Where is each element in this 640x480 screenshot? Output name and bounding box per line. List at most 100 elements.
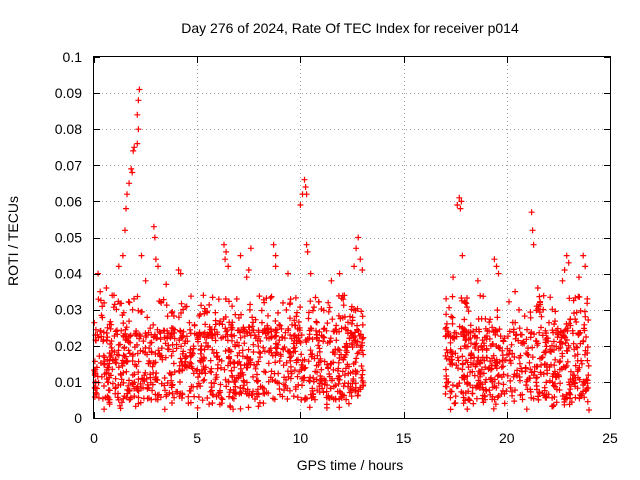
data-point — [325, 299, 332, 306]
data-point — [355, 388, 362, 395]
data-point — [461, 298, 468, 305]
data-point — [204, 395, 211, 401]
data-point — [212, 321, 219, 328]
data-point — [582, 263, 589, 270]
data-point — [151, 331, 158, 338]
data-point — [254, 371, 260, 378]
data-point — [103, 376, 110, 382]
data-point — [458, 295, 465, 301]
data-point — [143, 375, 150, 382]
data-point — [182, 363, 189, 370]
data-point — [487, 391, 494, 398]
data-point — [577, 307, 584, 314]
data-point — [538, 362, 545, 368]
data-point — [303, 395, 310, 402]
data-point — [260, 344, 267, 351]
data-point — [130, 147, 137, 154]
data-point — [576, 274, 582, 281]
data-point — [525, 352, 532, 358]
data-point — [276, 358, 283, 364]
data-point — [135, 307, 142, 314]
data-point — [478, 342, 485, 349]
data-point — [455, 357, 462, 364]
data-point — [234, 360, 241, 367]
data-point — [445, 330, 452, 336]
data-point — [305, 309, 312, 316]
data-point — [124, 390, 131, 397]
data-point — [250, 373, 256, 380]
data-point — [195, 374, 201, 381]
data-point — [162, 354, 169, 361]
data-point — [316, 383, 323, 390]
data-point — [292, 322, 299, 329]
data-point — [547, 294, 554, 301]
data-point — [529, 354, 536, 361]
data-point — [343, 396, 350, 403]
data-point — [326, 395, 333, 402]
data-point — [145, 329, 152, 336]
data-point — [475, 368, 482, 375]
data-point — [551, 347, 557, 353]
data-point — [318, 380, 325, 387]
data-point — [266, 335, 272, 342]
data-point — [572, 374, 579, 381]
data-point — [255, 403, 262, 410]
data-point — [97, 288, 104, 295]
data-point — [480, 399, 487, 406]
data-point — [544, 370, 551, 377]
data-point — [128, 165, 135, 172]
data-point — [550, 382, 557, 389]
data-point — [142, 334, 149, 340]
data-point — [120, 332, 127, 339]
data-point — [229, 303, 236, 310]
data-point — [518, 365, 525, 372]
data-point — [329, 375, 335, 382]
data-point — [566, 401, 573, 408]
data-point — [171, 335, 178, 342]
data-point — [504, 372, 511, 379]
data-point — [272, 318, 279, 324]
data-point — [226, 393, 232, 400]
data-point — [542, 394, 549, 401]
data-point — [144, 381, 151, 388]
data-point — [467, 335, 474, 341]
data-point — [353, 245, 360, 252]
data-point — [259, 319, 265, 326]
data-point — [580, 388, 587, 395]
data-point — [540, 306, 547, 313]
data-point — [129, 169, 136, 176]
data-point — [149, 381, 156, 388]
data-point — [135, 369, 142, 376]
data-point — [131, 295, 137, 302]
data-point — [538, 313, 545, 320]
data-point — [103, 366, 110, 373]
data-point — [443, 375, 450, 382]
data-point — [583, 334, 589, 340]
data-point — [208, 379, 215, 386]
data-point — [320, 333, 327, 340]
data-point — [534, 342, 541, 349]
data-point — [180, 348, 187, 355]
data-point — [471, 372, 478, 379]
data-point — [200, 377, 207, 384]
data-point — [261, 368, 268, 375]
data-point — [187, 353, 194, 360]
data-point — [327, 385, 334, 392]
data-point — [459, 366, 466, 373]
data-point — [321, 334, 328, 341]
data-point — [333, 322, 340, 329]
data-point — [138, 252, 145, 259]
data-point — [480, 370, 487, 377]
data-point — [149, 363, 156, 370]
data-point — [222, 256, 229, 263]
data-point — [304, 248, 311, 255]
data-point — [118, 399, 125, 406]
data-point — [327, 335, 334, 342]
data-point — [283, 359, 290, 366]
data-point — [458, 331, 464, 338]
data-point — [448, 357, 454, 363]
data-point — [197, 347, 204, 354]
data-point — [254, 386, 261, 393]
data-point — [169, 381, 176, 388]
data-point — [164, 380, 171, 386]
